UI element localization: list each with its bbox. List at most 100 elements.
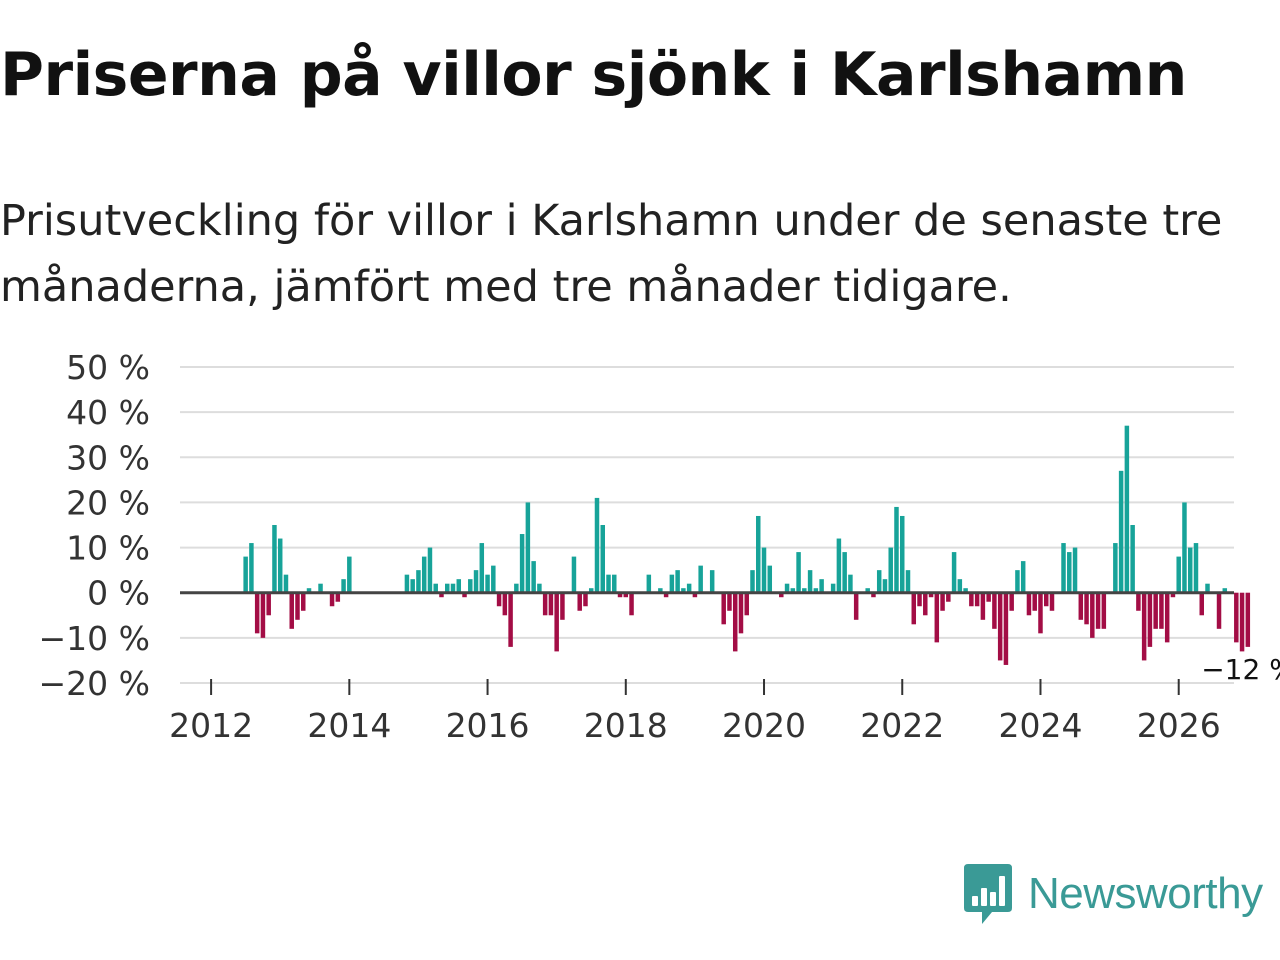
bar <box>957 579 963 593</box>
bar <box>577 592 582 611</box>
bar <box>485 574 490 593</box>
bar <box>479 543 485 593</box>
last-value-label: −12 % <box>1201 653 1280 686</box>
bar <box>450 583 456 593</box>
y-tick-label: 50 % <box>66 348 150 387</box>
x-tick-label: 2024 <box>998 706 1082 745</box>
bar <box>940 592 945 611</box>
bar <box>1020 561 1026 593</box>
bar <box>946 592 951 602</box>
bar <box>911 592 917 625</box>
y-tick-label: 0 % <box>87 574 150 613</box>
bar <box>249 543 254 593</box>
bar <box>600 525 605 593</box>
bar <box>301 592 306 611</box>
bar <box>594 497 600 593</box>
bar-chart: 50 % 40 % 30 % 20 % 10 % 0 % −10 % −20 % 2012 201… <box>39 348 1280 745</box>
bar <box>1049 592 1055 611</box>
bar <box>1222 588 1228 593</box>
x-tick-label: 2018 <box>584 706 668 745</box>
bar <box>1113 543 1118 593</box>
bars <box>243 425 1251 665</box>
x-tick-label: 2012 <box>169 706 253 745</box>
bar <box>917 592 922 607</box>
bar <box>421 556 427 593</box>
bar <box>1164 592 1170 643</box>
bar <box>554 592 559 652</box>
bar <box>508 592 513 647</box>
axes: 50 % 40 % 30 % 20 % 10 % 0 % −10 % −20 % 2012 201… <box>39 348 1280 745</box>
bar <box>951 552 957 593</box>
bar <box>410 579 415 593</box>
bar <box>761 547 767 593</box>
bar <box>1193 543 1199 593</box>
bar <box>519 534 525 593</box>
bar <box>404 574 410 593</box>
bar <box>1130 525 1135 593</box>
bar <box>289 592 294 629</box>
bar <box>462 592 467 598</box>
brand-name: Newsworthy <box>1028 869 1263 918</box>
bar <box>571 556 577 593</box>
bar <box>1015 570 1020 593</box>
bar <box>894 506 899 593</box>
bar <box>738 592 744 634</box>
bar <box>727 592 732 611</box>
x-tick-label: 2014 <box>307 706 391 745</box>
bar <box>882 579 888 593</box>
bar <box>1009 592 1014 611</box>
y-tick-label: 10 % <box>66 529 150 568</box>
bar <box>750 570 755 593</box>
bar <box>779 592 784 598</box>
bar <box>658 588 663 593</box>
bar <box>871 592 876 598</box>
bar <box>1136 592 1141 611</box>
bar <box>1084 592 1089 625</box>
bar <box>992 592 997 629</box>
bar <box>335 592 341 602</box>
bar <box>1003 592 1009 665</box>
bar <box>560 592 565 620</box>
x-tick-label: 2026 <box>1137 706 1221 745</box>
x-tick-label: 2020 <box>722 706 806 745</box>
bar <box>525 502 531 593</box>
bar <box>1078 592 1084 620</box>
bar <box>473 570 479 593</box>
bar <box>468 579 473 593</box>
bar <box>876 570 882 593</box>
page-title: Priserna på villor sjönk i Karlshamn <box>0 40 1187 110</box>
bar <box>1032 592 1037 611</box>
bar <box>329 592 335 607</box>
bar <box>623 592 629 598</box>
bar <box>681 588 686 593</box>
bar <box>784 583 790 593</box>
bar <box>1095 592 1101 629</box>
bar <box>1124 425 1130 593</box>
bar <box>1234 592 1239 643</box>
bar <box>1239 592 1245 652</box>
bar <box>266 592 271 616</box>
bar <box>341 579 346 593</box>
bar <box>347 556 352 593</box>
bar <box>491 565 496 593</box>
bar <box>830 583 836 593</box>
bar <box>1072 547 1078 593</box>
bar <box>802 588 807 593</box>
bar <box>744 592 749 616</box>
bar <box>617 592 623 598</box>
bar <box>548 592 554 616</box>
bar <box>813 588 819 593</box>
bar <box>606 574 611 593</box>
bar <box>433 583 438 593</box>
bar <box>272 525 277 593</box>
bar <box>1147 592 1153 647</box>
bar <box>1187 547 1193 593</box>
bar <box>502 592 508 616</box>
bar <box>646 574 652 593</box>
y-tick-label: 20 % <box>66 483 150 522</box>
bar <box>865 588 870 593</box>
bar <box>819 579 824 593</box>
bar <box>836 538 842 593</box>
bar <box>612 574 617 593</box>
bar <box>709 570 715 593</box>
